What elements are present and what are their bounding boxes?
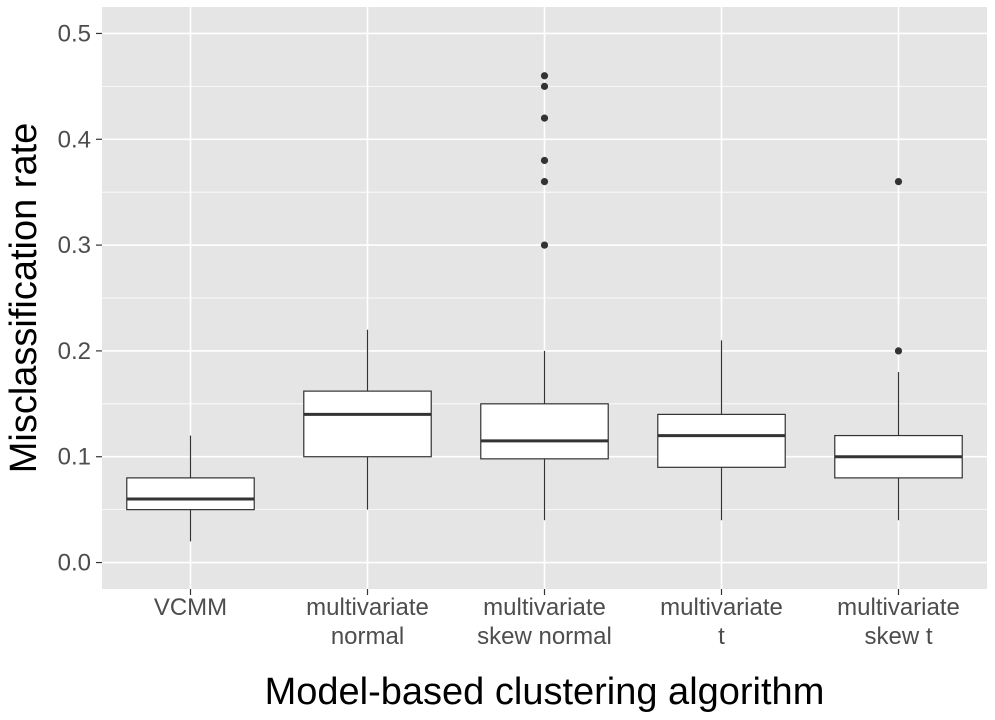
outlier-point: [894, 347, 903, 355]
box-2: [303, 329, 432, 510]
y-tick-label: 0.4: [58, 126, 91, 153]
x-tick-label: skew normal: [477, 623, 612, 650]
x-tick-label: t: [718, 623, 725, 650]
outlier-point: [540, 156, 549, 165]
outlier-point: [540, 241, 549, 249]
outlier-point: [894, 178, 903, 186]
major-gridlines: [102, 7, 987, 589]
y-tick-label: 0.5: [58, 20, 91, 47]
y-axis-ticks: 0.0 0.1 0.2 0.3 0.4 0.5: [58, 20, 102, 577]
iqr-box: [657, 413, 786, 468]
x-tick-label: multivariate: [483, 594, 606, 621]
x-tick-label: VCMM: [154, 594, 227, 621]
outlier-point: [540, 82, 549, 90]
x-tick-label: multivariate: [837, 594, 960, 621]
x-tick-label: multivariate: [306, 594, 429, 621]
iqr-box: [126, 477, 255, 511]
y-tick-label: 0.3: [58, 232, 91, 259]
outlier-point: [540, 114, 549, 122]
x-tick-label: normal: [331, 623, 404, 650]
outlier-point: [540, 178, 549, 186]
box-1: [126, 435, 255, 542]
box-5: [834, 178, 963, 521]
box-3: [480, 72, 609, 521]
y-axis-title: Misclassification rate: [3, 123, 45, 474]
iqr-box: [480, 403, 609, 460]
x-tick-label: skew t: [864, 623, 932, 650]
outlier-point: [540, 72, 549, 80]
x-tick-label: multivariate: [660, 594, 783, 621]
y-tick-label: 0.0: [58, 550, 91, 577]
y-tick-label: 0.2: [58, 338, 91, 365]
y-tick-label: 0.1: [58, 444, 91, 471]
box-series: [126, 72, 963, 542]
x-axis-title: Model-based clustering algorithm: [265, 671, 825, 713]
box-4: [657, 340, 786, 521]
iqr-box: [303, 390, 432, 458]
